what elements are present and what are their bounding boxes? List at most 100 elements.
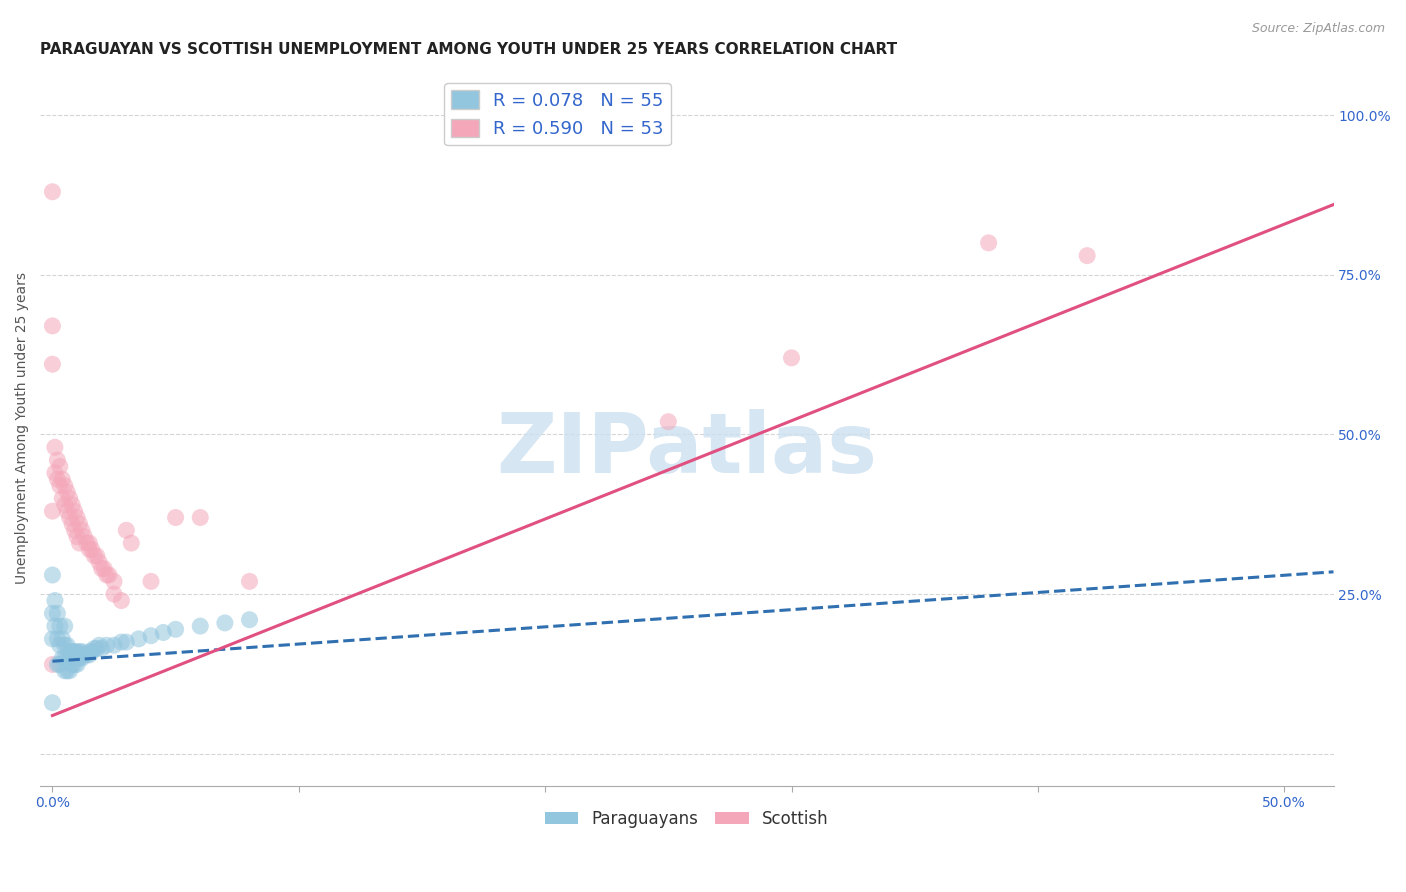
Point <box>51 472 73 486</box>
Point <box>63 657 86 672</box>
Point <box>103 574 125 589</box>
Point <box>86 549 108 563</box>
Point <box>63 504 86 518</box>
Point <box>60 657 83 672</box>
Point <box>53 638 76 652</box>
Point <box>53 664 76 678</box>
Point <box>41 568 63 582</box>
Point <box>44 440 66 454</box>
Point <box>188 510 211 524</box>
Point <box>41 696 63 710</box>
Point <box>79 645 101 659</box>
Point <box>90 561 112 575</box>
Point <box>56 504 79 518</box>
Point <box>103 638 125 652</box>
Point <box>128 632 150 646</box>
Point <box>86 641 108 656</box>
Point <box>73 530 96 544</box>
Point <box>79 542 101 557</box>
Point <box>41 657 63 672</box>
Point <box>60 516 83 531</box>
Point <box>69 645 91 659</box>
Point <box>90 641 112 656</box>
Point <box>60 645 83 659</box>
Point <box>51 491 73 506</box>
Point <box>70 645 93 659</box>
Point <box>69 651 91 665</box>
Point <box>66 657 89 672</box>
Point <box>110 635 132 649</box>
Point <box>165 622 187 636</box>
Text: Source: ZipAtlas.com: Source: ZipAtlas.com <box>1251 22 1385 36</box>
Point <box>238 574 260 589</box>
Point <box>41 632 63 646</box>
Point <box>977 235 1000 250</box>
Point <box>59 491 82 506</box>
Point <box>51 632 73 646</box>
Point <box>56 638 79 652</box>
Point <box>238 613 260 627</box>
Text: PARAGUAYAN VS SCOTTISH UNEMPLOYMENT AMONG YOUTH UNDER 25 YEARS CORRELATION CHART: PARAGUAYAN VS SCOTTISH UNEMPLOYMENT AMON… <box>41 42 897 57</box>
Point <box>110 593 132 607</box>
Point <box>115 635 138 649</box>
Point <box>79 648 101 662</box>
Point <box>70 524 93 538</box>
Point <box>1076 249 1098 263</box>
Point <box>63 645 86 659</box>
Point <box>56 485 79 500</box>
Point <box>49 459 72 474</box>
Point <box>76 536 98 550</box>
Point <box>69 536 91 550</box>
Point <box>49 657 72 672</box>
Point <box>73 648 96 662</box>
Point <box>41 607 63 621</box>
Point <box>66 651 89 665</box>
Point <box>66 510 89 524</box>
Point <box>46 472 69 486</box>
Point <box>53 478 76 492</box>
Point <box>139 574 162 589</box>
Point <box>98 568 121 582</box>
Point <box>41 318 63 333</box>
Point <box>63 524 86 538</box>
Point <box>69 516 91 531</box>
Point <box>53 651 76 665</box>
Point <box>41 504 63 518</box>
Point <box>46 657 69 672</box>
Point <box>49 478 72 492</box>
Point <box>103 587 125 601</box>
Point <box>51 651 73 665</box>
Point <box>46 453 69 467</box>
Point <box>120 536 142 550</box>
Point <box>59 645 82 659</box>
Point <box>59 651 82 665</box>
Point <box>41 185 63 199</box>
Point <box>83 549 105 563</box>
Point <box>53 619 76 633</box>
Point <box>214 615 236 630</box>
Point <box>46 632 69 646</box>
Legend: Paraguayans, Scottish: Paraguayans, Scottish <box>538 804 835 835</box>
Point <box>80 542 103 557</box>
Point <box>83 641 105 656</box>
Point <box>70 651 93 665</box>
Point <box>76 648 98 662</box>
Y-axis label: Unemployment Among Youth under 25 years: Unemployment Among Youth under 25 years <box>15 272 30 584</box>
Point <box>96 638 118 652</box>
Point <box>93 561 115 575</box>
Point <box>152 625 174 640</box>
Point <box>44 466 66 480</box>
Point <box>165 510 187 524</box>
Point <box>44 593 66 607</box>
Point <box>89 555 111 569</box>
Point <box>66 645 89 659</box>
Point <box>56 651 79 665</box>
Point <box>44 619 66 633</box>
Point <box>59 664 82 678</box>
Point <box>53 498 76 512</box>
Point <box>49 619 72 633</box>
Point <box>66 530 89 544</box>
Point <box>79 536 101 550</box>
Point <box>96 568 118 582</box>
Point <box>49 638 72 652</box>
